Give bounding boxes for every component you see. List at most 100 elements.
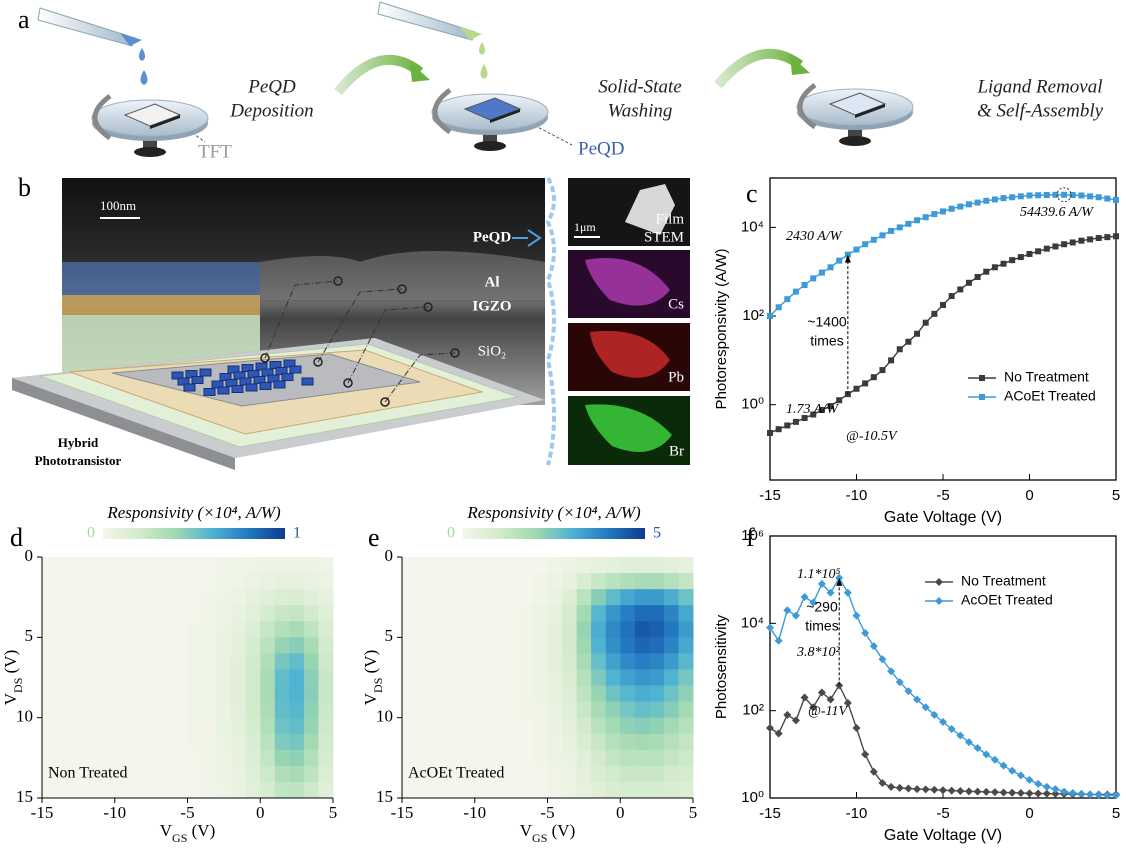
- heatmap-cell: [158, 733, 174, 751]
- heatmap-cell: [445, 701, 461, 719]
- heatmap-cell: [71, 573, 87, 590]
- heatmap-cell: [663, 573, 679, 590]
- x-tick-label: -10: [846, 487, 868, 504]
- heatmap-cell: [158, 765, 174, 783]
- heatmap-cell: [100, 669, 116, 687]
- heatmap-cell: [114, 637, 130, 654]
- x-tick-label: -15: [391, 803, 414, 822]
- heatmap-cell: [402, 605, 418, 622]
- heatmap-cell: [518, 573, 534, 590]
- heatmap-cell: [663, 621, 679, 638]
- heatmap-cell: [431, 557, 447, 574]
- heatmap-cell: [303, 749, 319, 767]
- heatmap-cell: [100, 781, 116, 799]
- heatmap-cell: [100, 557, 116, 574]
- heatmap-cell: [289, 749, 305, 767]
- heatmap-cell: [172, 717, 188, 735]
- heatmap-cell: [620, 557, 636, 574]
- data-point: [921, 785, 930, 794]
- data-point: [852, 611, 861, 620]
- data-point: [888, 357, 895, 364]
- heatmap-cell: [85, 701, 101, 719]
- heatmap-cell: [445, 733, 461, 751]
- heatmap-cell: [158, 669, 174, 687]
- heatmap-cell: [231, 653, 247, 670]
- heatmap-cell: [591, 765, 607, 783]
- heatmap-cell: [85, 749, 101, 767]
- heatmap-cell: [547, 605, 563, 622]
- x-tick-label: 5: [1112, 487, 1120, 504]
- heatmap-cell: [503, 685, 519, 703]
- data-point: [1113, 196, 1119, 203]
- heatmap-cell: [231, 765, 247, 783]
- heatmap-cell: [634, 685, 650, 703]
- legend-marker: [979, 375, 985, 381]
- heatmap-cell: [114, 685, 130, 703]
- heatmap-cell: [85, 669, 101, 687]
- layer-label: SiO₂: [478, 343, 507, 359]
- heatmap-cell: [489, 573, 505, 590]
- heatmap-cell: [318, 589, 334, 606]
- heatmap-cell: [158, 653, 174, 670]
- label-part: (V): [1, 650, 20, 678]
- heatmap-cell: [303, 653, 319, 670]
- panel-label: b: [18, 173, 31, 202]
- heatmap-cell: [649, 781, 665, 799]
- colorbar: [103, 528, 285, 539]
- heatmap-cell: [431, 685, 447, 703]
- heatmap-cell: [402, 653, 418, 670]
- colorbar-title: Responsivity (×10⁴, A/W): [466, 503, 641, 522]
- heatmap-cell: [576, 621, 592, 638]
- heatmap-cell: [678, 733, 694, 751]
- heatmap-cell: [591, 637, 607, 654]
- annotation: 3.8*10²: [796, 645, 841, 660]
- annotation: ~1400: [807, 314, 847, 330]
- heatmap-cell: [503, 669, 519, 687]
- y-tick-label: 10²: [742, 702, 764, 719]
- heatmap-cell: [143, 765, 159, 783]
- heatmap-cell: [620, 765, 636, 783]
- data-point: [869, 767, 878, 776]
- heatmap-cell: [518, 781, 534, 799]
- data-point: [914, 217, 921, 224]
- heatmap-cell: [431, 589, 447, 606]
- eds-label: Cs: [668, 296, 684, 312]
- heatmap-cell: [158, 589, 174, 606]
- annotation: @-10.5V: [846, 429, 898, 444]
- heatmap-cell: [216, 781, 232, 799]
- heatmap-cell: [474, 557, 490, 574]
- heatmap-cell: [460, 765, 476, 783]
- heatmap-cell: [591, 589, 607, 606]
- heatmap-cell: [231, 685, 247, 703]
- heatmap-cell: [231, 717, 247, 735]
- heatmap-cell: [143, 573, 159, 590]
- heatmap-cell: [562, 605, 578, 622]
- qd-cube: [281, 373, 294, 381]
- x-tick-label: 5: [689, 803, 698, 822]
- heatmap-cell: [289, 733, 305, 751]
- legend-marker: [979, 394, 985, 400]
- step-text: Deposition: [229, 100, 313, 121]
- colorbar-tick-label: 5: [653, 525, 661, 542]
- heatmap-cell: [474, 717, 490, 735]
- data-point: [767, 313, 773, 320]
- heatmap-cell: [460, 733, 476, 751]
- heatmap-cell: [187, 605, 203, 622]
- data-point: [896, 346, 903, 353]
- heatmap-cell: [85, 557, 101, 574]
- heatmap-cell: [663, 557, 679, 574]
- heatmap-cell: [303, 765, 319, 783]
- heatmap-cell: [56, 733, 72, 751]
- layer-label: PeQD: [473, 229, 511, 245]
- heatmap-cell: [303, 733, 319, 751]
- heatmap-cell: [445, 781, 461, 799]
- heatmap-cell: [431, 733, 447, 751]
- heatmap-cell: [503, 621, 519, 638]
- data-point: [817, 688, 826, 697]
- heatmap-cell: [303, 685, 319, 703]
- heatmap-cell: [649, 589, 665, 606]
- data-point: [982, 787, 991, 796]
- heatmap-cell: [605, 621, 621, 638]
- label-part: (V): [547, 821, 575, 840]
- drop: [480, 64, 488, 79]
